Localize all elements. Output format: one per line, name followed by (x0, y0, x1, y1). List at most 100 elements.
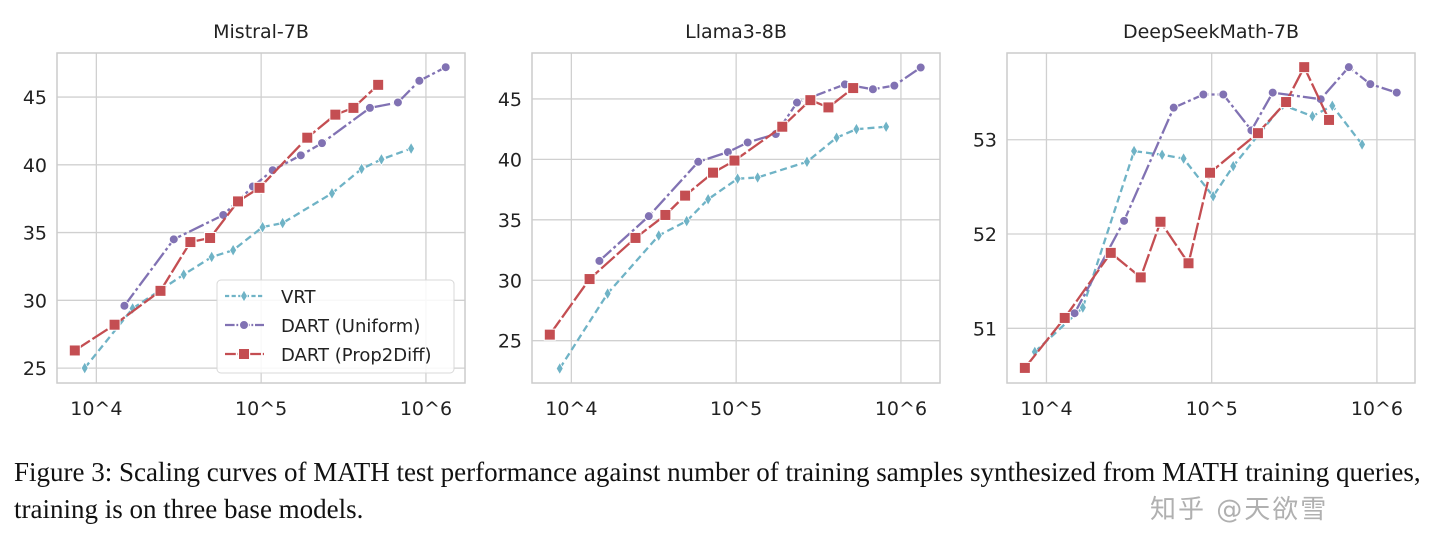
series-line (598, 66, 922, 262)
data-point (1328, 99, 1337, 113)
data-point (278, 216, 287, 230)
data-point (1104, 246, 1117, 259)
legend: VRT DART (Uniform) DART (Prop2Diff) (216, 279, 455, 374)
data-point (753, 170, 762, 185)
chart-2: DeepSeekMath-7B 51 52 53 10^4 10^5 10^6 (973, 21, 1416, 420)
data-point (119, 300, 130, 311)
data-point (253, 181, 266, 194)
data-point (407, 141, 416, 156)
data-point (1078, 300, 1087, 315)
data-point (347, 101, 360, 114)
data-point (1218, 89, 1229, 100)
data-point (316, 138, 327, 149)
data-point (168, 234, 179, 245)
data-point (1267, 87, 1278, 98)
data-point (803, 154, 811, 169)
series-line (1073, 65, 1398, 314)
data-point (704, 192, 713, 207)
data-point (776, 120, 789, 133)
series-dart-prop2diff- (1018, 61, 1336, 374)
series-dart-uniform- (119, 62, 451, 311)
legend-box (216, 279, 455, 374)
data-point (295, 150, 306, 161)
x-tick-label: 10^4 (1020, 398, 1072, 420)
data-point (742, 137, 753, 148)
y-tick-label: 53 (973, 130, 997, 152)
legend-label: DART (Prop2Diff) (281, 345, 432, 366)
data-point (1154, 215, 1167, 228)
data-point (832, 130, 841, 145)
data-point (108, 318, 121, 331)
data-point (707, 166, 720, 179)
chart-0: Mistral-7B 25 30 35 40 45 10^4 10^5 10^6 VRT DART … (23, 21, 466, 420)
data-point (1198, 89, 1209, 100)
series-dart-uniform- (594, 62, 926, 266)
data-point (643, 211, 654, 222)
y-tick-label: 35 (23, 223, 47, 245)
x-tick-label: 10^5 (235, 398, 287, 420)
data-point (1030, 345, 1039, 359)
plot-frame (531, 52, 941, 384)
x-tick-label: 10^5 (1186, 398, 1238, 420)
series-line (1024, 64, 1331, 369)
legend-label: DART (Uniform) (281, 316, 420, 337)
data-point (258, 220, 267, 234)
data-point (722, 147, 733, 158)
y-tick-label: 51 (973, 318, 997, 340)
plot-frame (1006, 52, 1416, 384)
data-point (301, 131, 314, 144)
data-point (1209, 189, 1218, 204)
data-point (629, 231, 642, 244)
data-point (1391, 87, 1402, 98)
legend-marker (239, 320, 249, 330)
data-point (184, 236, 197, 249)
y-tick-label: 35 (498, 210, 522, 232)
series-dart-prop2diff- (68, 78, 385, 357)
data-point (847, 82, 860, 95)
data-point (1119, 215, 1130, 226)
series-line (558, 125, 887, 370)
data-point (867, 84, 878, 95)
data-point (1182, 257, 1195, 270)
series-dart-uniform- (1069, 62, 1402, 319)
data-point (1280, 96, 1293, 109)
y-tick-label: 45 (23, 87, 47, 109)
y-tick-label: 40 (498, 149, 522, 171)
data-point (889, 80, 900, 91)
data-point (1229, 159, 1238, 173)
series-line (1034, 103, 1364, 353)
chart-title: DeepSeekMath-7B (1123, 21, 1299, 43)
data-point (364, 102, 375, 113)
series-line (548, 87, 854, 336)
y-tick-label: 52 (973, 224, 997, 246)
data-point (733, 171, 742, 186)
data-point (1358, 137, 1367, 152)
data-point (80, 361, 89, 375)
data-point (659, 208, 672, 221)
y-tick-label: 45 (498, 89, 522, 111)
data-point (218, 209, 229, 220)
data-point (1323, 113, 1336, 126)
legend-label: VRT (281, 287, 317, 308)
data-point (1179, 151, 1188, 166)
legend-marker (240, 289, 248, 303)
data-point (372, 78, 385, 91)
data-point (1204, 166, 1217, 179)
data-point (915, 62, 926, 73)
series-vrt (1030, 98, 1367, 359)
x-tick-label: 10^4 (70, 398, 122, 420)
data-point (232, 195, 245, 208)
data-point (229, 243, 238, 257)
data-point (328, 186, 336, 201)
data-point (603, 286, 612, 301)
data-point (1298, 61, 1311, 74)
watermark: 知乎 @天欲雪 (1150, 495, 1329, 525)
data-point (1058, 311, 1071, 324)
series-vrt (555, 119, 891, 376)
data-point (329, 108, 342, 121)
data-point (1251, 127, 1264, 140)
chart-title: Mistral-7B (213, 21, 309, 43)
x-tick-label: 10^6 (875, 398, 927, 420)
figure: Mistral-7B 25 30 35 40 45 10^4 10^5 10^6 VRT DART … (23, 21, 1416, 420)
legend-marker (238, 348, 250, 360)
